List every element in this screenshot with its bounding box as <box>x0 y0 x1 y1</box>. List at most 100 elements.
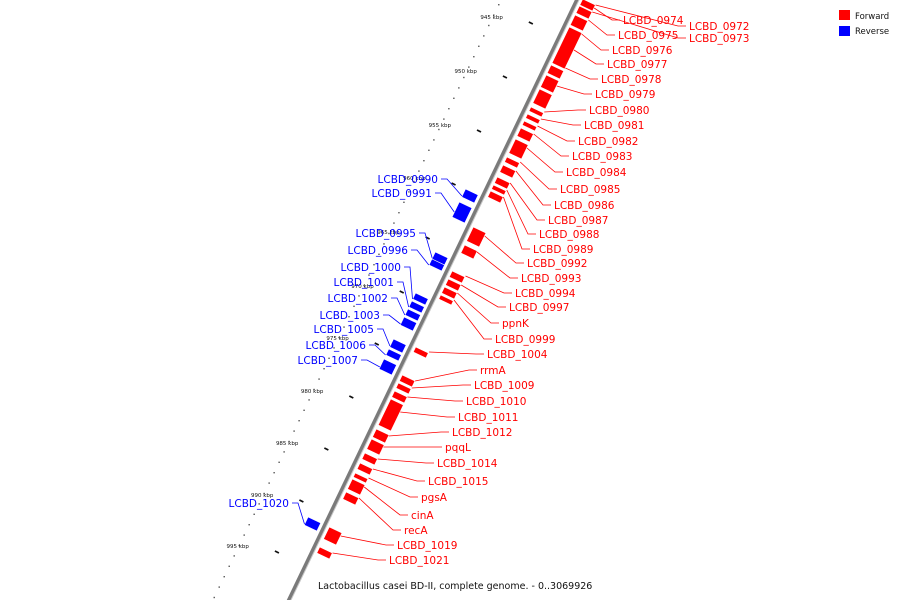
leader-lcbd-0985 <box>519 161 557 190</box>
gene-label-rrma[interactable]: rrmA <box>480 365 506 377</box>
gene-label-lcbd-0984[interactable]: LCBD_0984 <box>566 167 627 179</box>
leader-lcbd-0982 <box>537 125 575 142</box>
gene-label-lcbd-0981[interactable]: LCBD_0981 <box>584 120 644 132</box>
gene-label-lcbd-1002[interactable]: LCBD_1002 <box>328 293 388 305</box>
minor-tick <box>358 295 360 297</box>
minor-tick <box>338 336 340 339</box>
minor-tick <box>483 35 485 37</box>
backbone-highlight <box>290 0 580 600</box>
gene-label-lcbd-0983[interactable]: LCBD_0983 <box>572 151 632 163</box>
gene-label-lcbd-1001[interactable]: LCBD_1001 <box>334 277 394 289</box>
gene-label-lcbd-1011[interactable]: LCBD_1011 <box>458 412 518 424</box>
minor-tick <box>368 274 370 276</box>
minor-tick <box>468 66 470 68</box>
leader-lcbd-0991 <box>435 192 455 213</box>
leader-pgsa <box>368 477 418 498</box>
gene-label-lcbd-0994[interactable]: LCBD_0994 <box>515 288 576 300</box>
gene-label-reca[interactable]: recA <box>404 525 428 537</box>
gene-label-lcbd-0991[interactable]: LCBD_0991 <box>372 188 432 200</box>
gene-label-lcbd-1005[interactable]: LCBD_1005 <box>314 324 374 336</box>
feature-pqql <box>366 438 385 456</box>
minor-tick <box>333 347 335 349</box>
genome-backbone <box>286 0 580 600</box>
leader-lcbd-1009 <box>411 384 471 389</box>
feature-lcbd-0996 <box>428 258 445 272</box>
gene-label-lcbd-0993[interactable]: LCBD_0993 <box>521 273 581 285</box>
gene-label-lcbd-0986[interactable]: LCBD_0986 <box>554 200 615 212</box>
feature-lcbd-1011 <box>377 398 404 432</box>
gene-label-lcbd-1006[interactable]: LCBD_1006 <box>306 340 367 352</box>
gene-label-lcbd-1012[interactable]: LCBD_1012 <box>452 427 512 439</box>
gene-label-lcbd-0979[interactable]: LCBD_0979 <box>595 89 655 101</box>
leader-cina <box>363 486 408 516</box>
minor-tick <box>373 264 375 266</box>
gene-label-lcbd-0999[interactable]: LCBD_0999 <box>495 334 555 346</box>
feature-lcbd-0982 <box>521 120 538 132</box>
gene-label-lcbd-1020[interactable]: LCBD_1020 <box>229 498 289 510</box>
gene-label-lcbd-1004[interactable]: LCBD_1004 <box>487 349 548 361</box>
gene-label-lcbd-0978[interactable]: LCBD_0978 <box>601 74 661 86</box>
leader-lcbd-0992 <box>484 235 524 264</box>
gene-label-lcbd-0973[interactable]: LCBD_0973 <box>689 33 749 45</box>
major-tick <box>298 499 304 503</box>
leader-lcbd-0987 <box>509 182 545 221</box>
gene-label-lcbd-0974[interactable]: LCBD_0974 <box>623 15 684 27</box>
feature-lcbd-0992 <box>466 226 487 248</box>
leader-lcbd-1000 <box>404 266 413 300</box>
gene-label-lcbd-0985[interactable]: LCBD_0985 <box>560 184 620 196</box>
gene-label-lcbd-0990[interactable]: LCBD_0990 <box>378 174 438 186</box>
feature-lcbd-1001 <box>408 300 425 314</box>
feature-cina <box>347 478 366 496</box>
gene-label-lcbd-0982[interactable]: LCBD_0982 <box>578 136 638 148</box>
feature-lcbd-0975 <box>569 14 589 32</box>
leader-lcbd-1011 <box>400 411 455 418</box>
minor-tick <box>478 45 480 47</box>
gene-label-lcbd-0995[interactable]: LCBD_0995 <box>356 228 416 240</box>
gene-label-lcbd-0976[interactable]: LCBD_0976 <box>612 45 673 57</box>
gene-label-lcbd-0997[interactable]: LCBD_0997 <box>509 302 569 314</box>
tick-label-985-kbp: 985 kbp <box>276 441 299 447</box>
leader-lcbd-0981 <box>540 118 581 126</box>
minor-tick <box>443 118 445 120</box>
minor-tick <box>313 388 315 391</box>
gene-label-lcbd-0975[interactable]: LCBD_0975 <box>618 30 678 42</box>
gene-label-lcbd-0977[interactable]: LCBD_0977 <box>607 59 667 71</box>
gene-label-lcbd-1007[interactable]: LCBD_1007 <box>298 355 358 367</box>
leader-lcbd-1020 <box>292 502 305 525</box>
gene-label-lcbd-0996[interactable]: LCBD_0996 <box>348 245 409 257</box>
leader-lcbd-1002 <box>391 297 406 316</box>
gene-label-lcbd-1021[interactable]: LCBD_1021 <box>389 555 449 567</box>
gene-label-lcbd-0988[interactable]: LCBD_0988 <box>539 229 599 241</box>
minor-tick <box>328 357 330 359</box>
gene-label-cina[interactable]: cinA <box>411 510 434 522</box>
gene-label-lcbd-1019[interactable]: LCBD_1019 <box>397 540 457 552</box>
gene-label-lcbd-1009[interactable]: LCBD_1009 <box>474 380 534 392</box>
leader-lcbd-0978 <box>565 67 598 80</box>
gene-label-lcbd-1003[interactable]: LCBD_1003 <box>320 310 380 322</box>
gene-label-lcbd-1000[interactable]: LCBD_1000 <box>341 262 401 274</box>
minor-tick <box>428 149 430 151</box>
gene-label-lcbd-0980[interactable]: LCBD_0980 <box>589 105 649 117</box>
feature-lcbd-0994 <box>448 270 466 284</box>
gene-label-lcbd-0972[interactable]: LCBD_0972 <box>689 21 749 33</box>
tick-label-995-kbp: 995 kbp <box>226 544 249 550</box>
minor-tick <box>273 472 275 474</box>
gene-label-pgsa[interactable]: pgsA <box>421 492 448 504</box>
minor-tick <box>228 565 230 567</box>
gene-label-lcbd-0992[interactable]: LCBD_0992 <box>527 258 587 270</box>
gene-label-lcbd-0987[interactable]: LCBD_0987 <box>548 215 608 227</box>
leader-lcbd-1003 <box>383 314 401 325</box>
tick-label-975-kbp: 975 kbp <box>326 336 349 342</box>
gene-label-ppnk[interactable]: ppnK <box>502 318 530 330</box>
minor-tick <box>418 170 420 172</box>
minor-tick <box>233 555 235 557</box>
minor-tick <box>323 368 325 370</box>
gene-label-lcbd-1010[interactable]: LCBD_1010 <box>466 396 526 408</box>
gene-label-lcbd-1014[interactable]: LCBD_1014 <box>437 458 498 470</box>
gene-label-lcbd-1015[interactable]: LCBD_1015 <box>428 476 488 488</box>
gene-label-lcbd-0989[interactable]: LCBD_0989 <box>533 244 593 256</box>
minor-tick <box>348 316 350 318</box>
gene-label-pqql[interactable]: pqqL <box>445 442 471 454</box>
leader-lcbd-0972 <box>595 4 686 27</box>
